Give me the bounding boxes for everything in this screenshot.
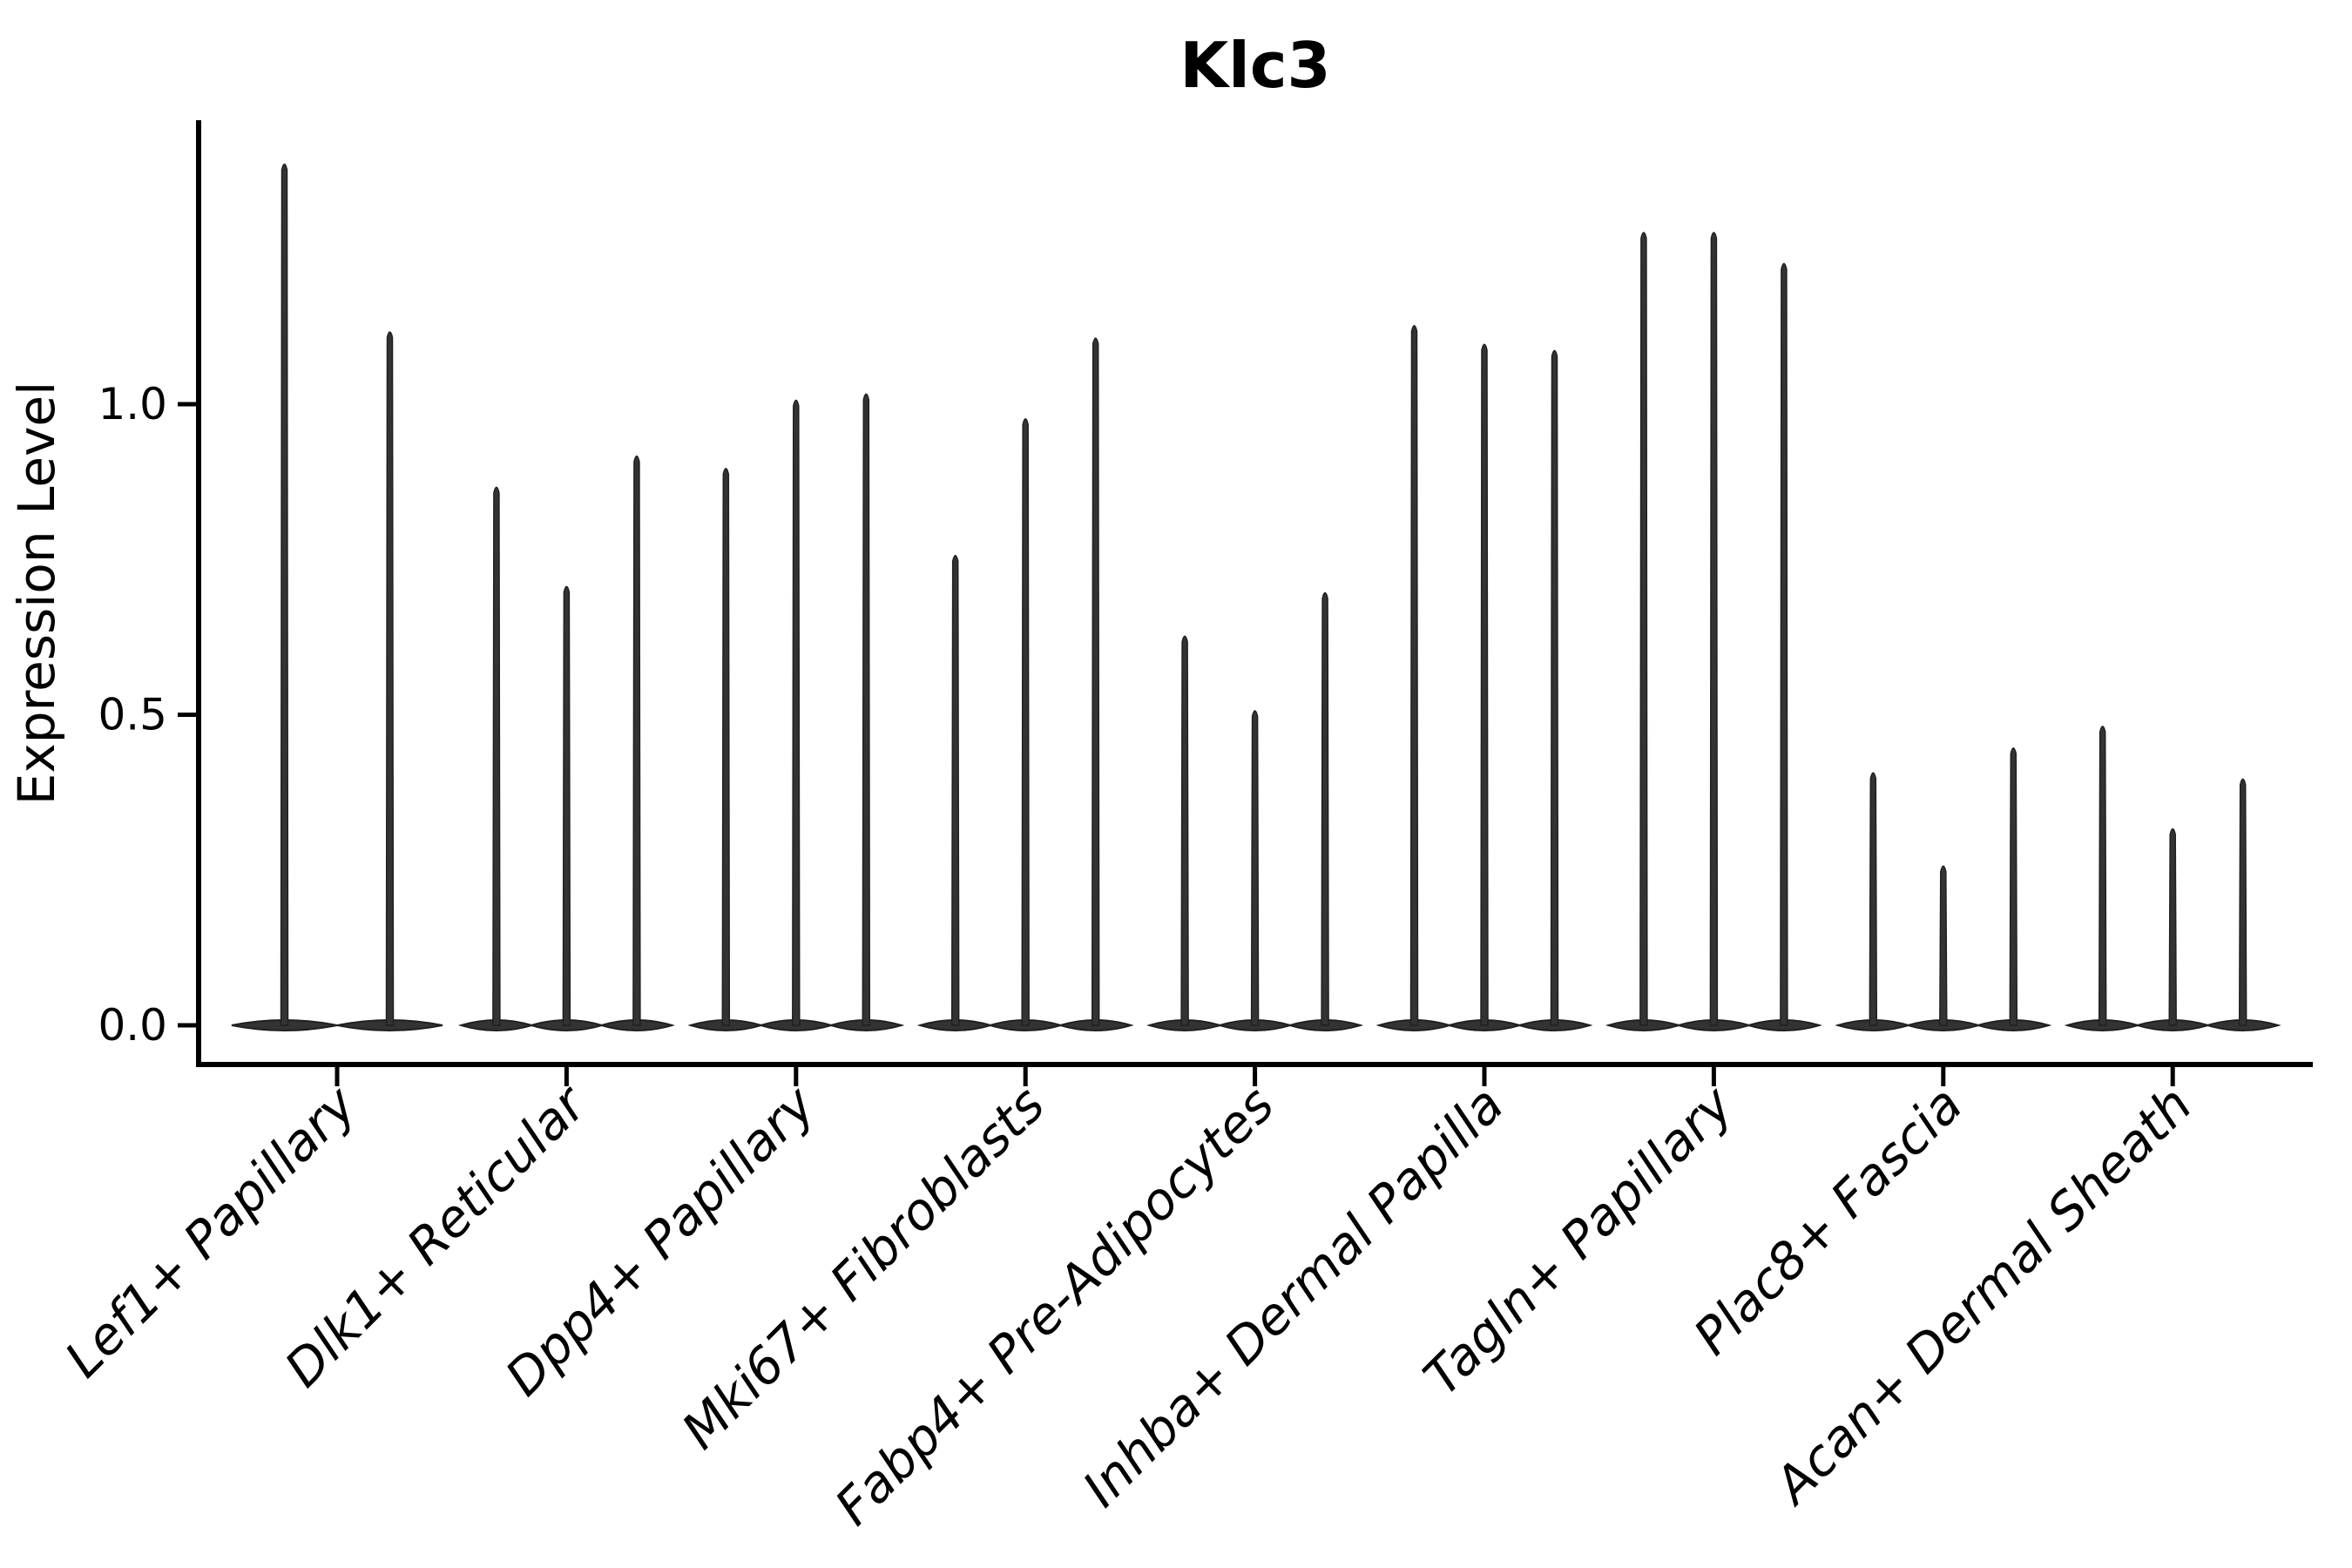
y-tick-label: 0.0 (98, 1000, 167, 1051)
x-tick-label: Fabp4+ Pre-Adipocytes (823, 1075, 1285, 1537)
violin-spike (1021, 418, 1030, 1026)
violin-spike (792, 399, 801, 1026)
violin-spike (1939, 865, 1948, 1026)
violin-spike (1250, 710, 1260, 1026)
violin-spike (1550, 349, 1559, 1026)
violins (231, 163, 2281, 1032)
x-tick-label: Acan+ Dermal Sheath (1761, 1075, 2203, 1517)
violin-spike (2168, 828, 2177, 1026)
violin-spike (862, 393, 871, 1026)
x-tick-label: Inhba+ Dermal Papilla (1071, 1075, 1515, 1518)
violin-spike (2009, 747, 2018, 1026)
violin-spike (1180, 635, 1189, 1026)
violin-spike (1480, 343, 1489, 1026)
violin-spike (632, 455, 641, 1026)
violin-spike (1091, 337, 1100, 1026)
violin-spike (2238, 778, 2247, 1026)
violin-spike (492, 486, 501, 1026)
violin-spike (1409, 325, 1419, 1026)
plot-title: Klc3 (1179, 29, 1330, 102)
violin-spike (1639, 232, 1648, 1026)
violin-spike (385, 331, 395, 1026)
y-axis-label: Expression Level (7, 382, 66, 805)
violin-spike (280, 163, 289, 1026)
violin-spike (1780, 262, 1788, 1026)
y-axis-ticks: 0.0 0.5 1.0 (98, 379, 197, 1051)
violin-spike (562, 585, 571, 1026)
x-axis-ticks (335, 1064, 2175, 1086)
violin-spike (2098, 725, 2107, 1026)
violin-spike (1869, 772, 1878, 1026)
violin-spike (950, 554, 960, 1026)
y-tick-label: 1.0 (98, 379, 167, 429)
y-tick-label: 0.5 (98, 690, 167, 740)
violin-spike (1321, 591, 1329, 1026)
violin-spike (1709, 232, 1719, 1026)
violin-spike (721, 468, 731, 1026)
